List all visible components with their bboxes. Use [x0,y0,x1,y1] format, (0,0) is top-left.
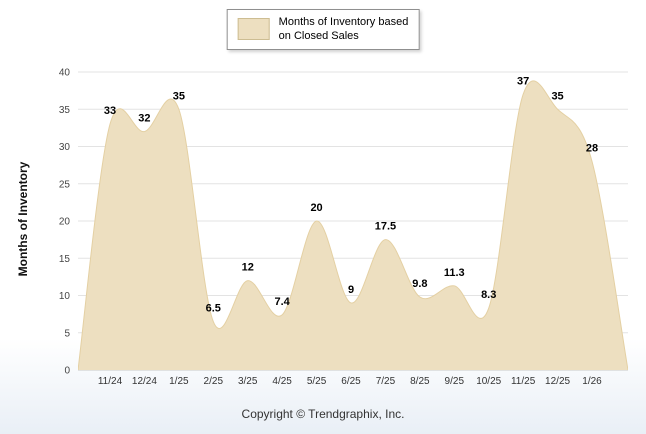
value-label: 35 [551,90,563,102]
value-label: 6.5 [206,303,221,315]
y-tick-label: 20 [59,217,71,228]
value-label: 12 [242,262,254,274]
legend-swatch [237,18,270,41]
x-axis-label: 11/24 [98,376,123,387]
x-axis-label: 6/25 [341,376,361,387]
x-axis-label: 1/25 [169,376,189,387]
legend-label-line2: on Closed Sales [278,30,359,43]
value-label: 32 [138,113,150,125]
x-axis-label: 3/25 [238,376,258,387]
value-label: 11.3 [444,267,465,279]
x-axis-label: 4/25 [272,376,292,387]
y-tick-label: 35 [59,105,71,116]
x-axis-label: 5/25 [307,376,327,387]
legend-label: Months of Inventory based on Closed Sale… [279,15,409,44]
value-label: 9.8 [412,278,427,290]
x-axis-label: 12/25 [545,376,570,387]
y-tick-label: 30 [59,142,71,153]
x-axis-label: 11/25 [511,376,536,387]
x-axis-label: 9/25 [445,376,465,387]
value-label: 17.5 [375,221,396,233]
legend: Months of Inventory based on Closed Sale… [226,9,420,50]
value-label: 9 [348,284,354,296]
copyright-text: Copyright © Trendgraphix, Inc. [241,407,405,421]
legend-label-line1: Months of Inventory based [278,16,409,28]
x-axis-label: 2/25 [204,376,224,387]
value-label: 8.3 [481,289,496,301]
area-outline [78,80,628,370]
y-tick-label: 15 [59,254,71,265]
area-fill [78,80,628,370]
y-tick-label: 40 [59,68,71,79]
y-tick-label: 5 [64,328,70,339]
value-label: 37 [517,75,529,87]
value-label: 33 [104,105,116,117]
x-axis-label: 8/25 [410,376,430,387]
x-axis-label: 10/25 [476,376,501,387]
value-label: 35 [173,90,185,102]
x-axis-label: 1/26 [582,376,602,387]
y-tick-label: 10 [59,291,71,302]
x-axis-label: 7/25 [376,376,396,387]
value-label: 28 [586,142,598,154]
y-axis-title: Months of Inventory [16,161,30,277]
y-tick-label: 25 [59,179,71,190]
value-label: 7.4 [274,296,290,308]
x-axis-label: 12/24 [132,376,157,387]
value-label: 20 [310,202,322,214]
y-tick-label: 0 [64,366,70,377]
